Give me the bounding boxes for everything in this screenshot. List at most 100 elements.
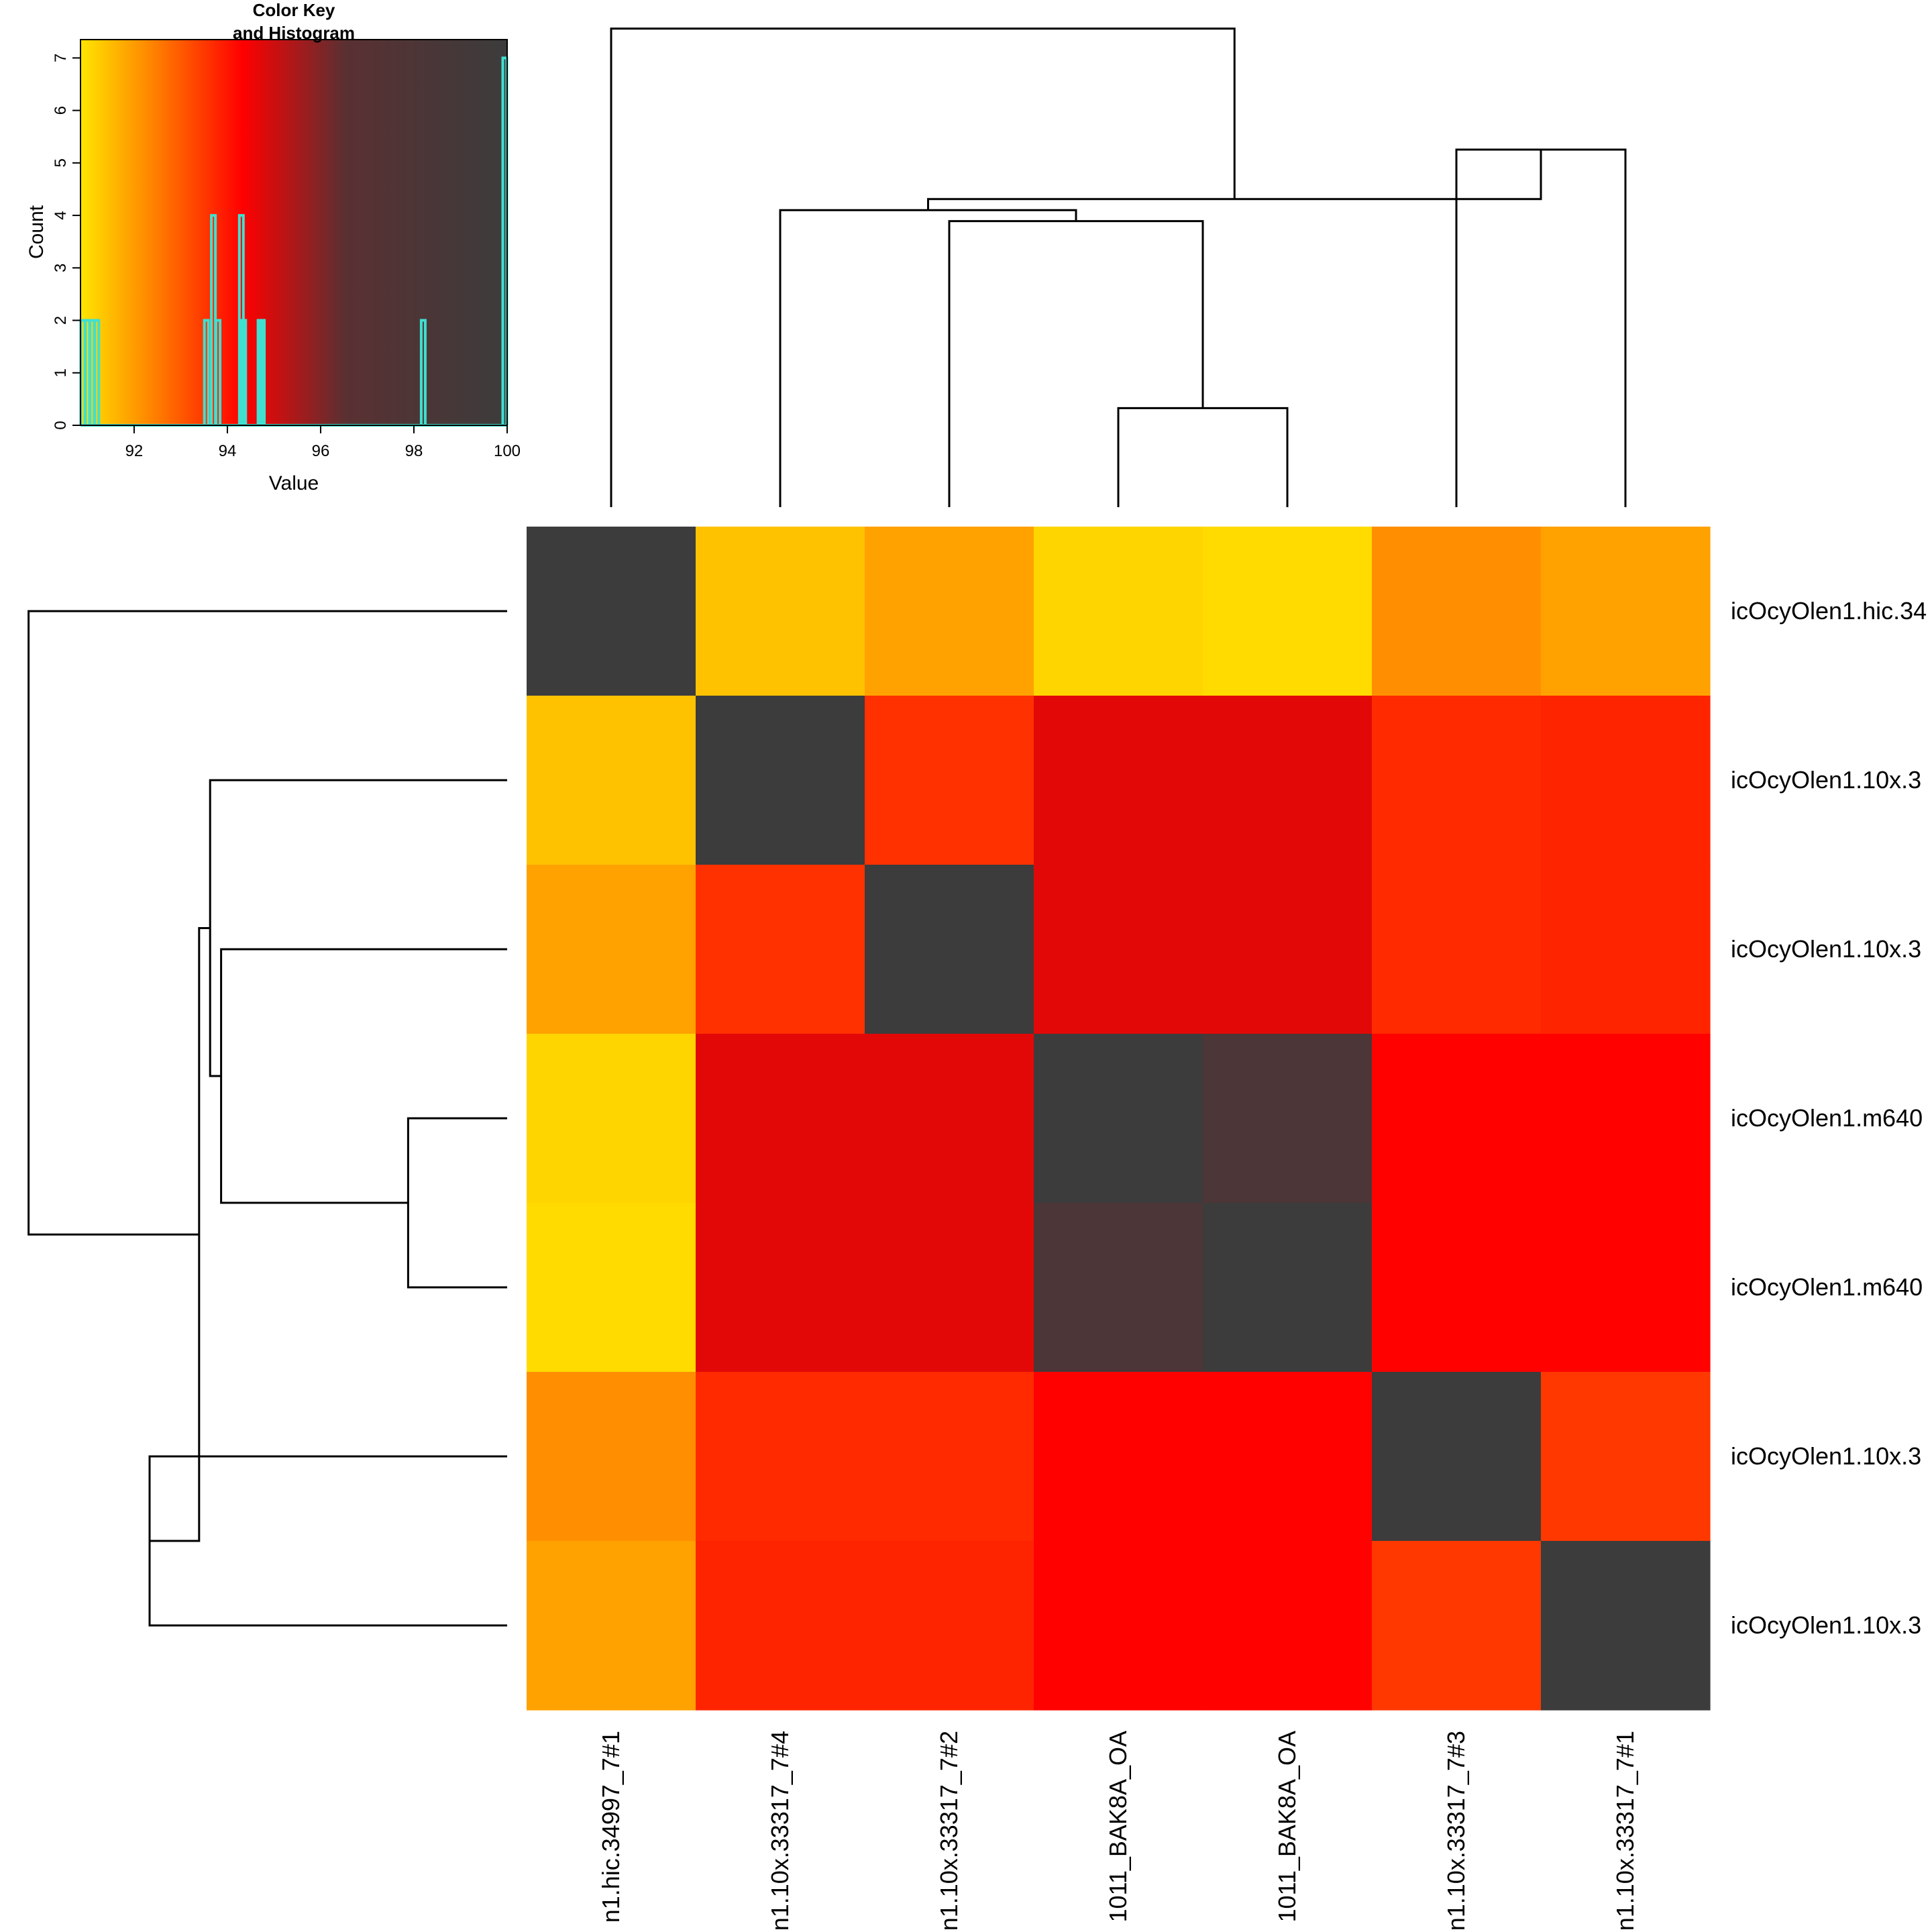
heatmap-cell: [865, 1541, 1034, 1711]
heatmap-cell: [865, 696, 1034, 865]
col-labels: n1.hic.34997_7#1 n1.10x.33317_7#4 n1.10x.3…: [597, 1731, 1639, 1931]
histogram-y-tick-label: 4: [52, 211, 70, 219]
row-labels: icOcyOlen1.hic.34 icOcyOlen1.10x.3 icOcyOl…: [1731, 597, 1927, 1639]
heatmap-cell: [1034, 527, 1203, 696]
histogram-y-tick-label: 3: [52, 264, 70, 272]
col-label: n1.10x.33317_7#3: [1442, 1731, 1470, 1931]
heatmap-cell: [527, 865, 696, 1034]
heatmap-cell: [527, 527, 696, 696]
heatmap-cell: [865, 1034, 1034, 1203]
heatmap-cell: [1203, 696, 1373, 865]
histogram-bar: [419, 319, 427, 425]
histogram-y-axis: 0 1 2 3 4 5 6 7: [52, 54, 80, 430]
histogram-bar: [203, 319, 210, 425]
row-label: icOcyOlen1.10x.3: [1731, 1611, 1921, 1639]
histogram-y-tick-label: 2: [52, 316, 70, 325]
histogram-bar: [215, 319, 222, 425]
heatmap-cell: [527, 696, 696, 865]
heatmap-cell: [1372, 1372, 1542, 1542]
color-key-title: Color Key: [253, 0, 335, 20]
heatmap-cell: [696, 527, 865, 696]
histogram-x-tick-label: 96: [312, 442, 330, 460]
heatmap-cell: [1203, 865, 1373, 1034]
heatmap-cell: [1034, 1203, 1203, 1373]
col-dendrogram-branch: [1117, 407, 1289, 507]
heatmap-cell: [1541, 1034, 1711, 1203]
row-label: icOcyOlen1.m640: [1731, 1104, 1923, 1132]
heatmap-cell: [1541, 865, 1711, 1034]
heatmap-cells: [527, 527, 1711, 1711]
row-dendrogram-branch: [209, 779, 507, 1077]
row-label: icOcyOlen1.10x.3: [1731, 935, 1921, 963]
histogram-x-axis: 92 94 96 98 100: [125, 425, 521, 460]
col-label: n1.10x.33317_7#4: [766, 1731, 794, 1931]
heatmap-cell: [1203, 1203, 1373, 1373]
histogram-bar: [259, 319, 266, 425]
col-dendrogram-branch: [779, 209, 1077, 507]
row-dendrogram: [28, 610, 507, 1627]
heatmap-cell: [1372, 1034, 1542, 1203]
histogram-x-label: Value: [269, 472, 319, 494]
col-dendrogram-branch: [948, 220, 1204, 507]
histogram-y-tick-label: 0: [52, 421, 70, 429]
heatmap-cell: [527, 1541, 696, 1711]
histogram-y-tick-label: 7: [52, 54, 70, 62]
color-key-subtitle: and Histogram: [233, 23, 355, 43]
heatmap-cell: [1541, 696, 1711, 865]
col-dendrogram: [610, 28, 1627, 507]
row-dendrogram-branch: [220, 948, 507, 1204]
heatmap-cell: [1372, 1203, 1542, 1373]
col-dendrogram-branch: [1455, 148, 1627, 507]
row-label: icOcyOlen1.10x.3: [1731, 766, 1921, 794]
heatmap-cell: [1372, 696, 1542, 865]
histogram-y-tick-label: 6: [52, 106, 70, 115]
heatmap-cell: [696, 865, 865, 1034]
color-key-histogram: Color Key and Histogram 92 94 96 98 100 0 1 2 3…: [25, 0, 521, 494]
heatmap-cell: [1541, 1372, 1711, 1542]
heatmap-cell: [1034, 1372, 1203, 1542]
heatmap-cell: [696, 696, 865, 865]
heatmap-cell: [527, 1372, 696, 1542]
heatmap-cell: [865, 527, 1034, 696]
histogram-bar: [93, 319, 101, 425]
heatmap-cell: [1541, 527, 1711, 696]
heatmap-cell: [1034, 1034, 1203, 1203]
color-key-frame: [80, 39, 508, 426]
col-label: 1011_BAK8A_OA: [1273, 1731, 1301, 1923]
histogram-x-tick-label: 100: [494, 442, 521, 460]
color-key-gradient-rect: [80, 40, 507, 425]
col-label: n1.hic.34997_7#1: [597, 1731, 625, 1923]
heatmap-cell: [527, 1034, 696, 1203]
heatmap-cell: [1034, 1541, 1203, 1711]
col-label: n1.10x.33317_7#1: [1611, 1731, 1639, 1931]
histogram-x-tick-label: 92: [125, 442, 144, 460]
histogram-y-label: Count: [25, 205, 48, 259]
col-label: 1011_BAK8A_OA: [1104, 1731, 1132, 1923]
histogram-y-tick-label: 1: [52, 368, 70, 377]
row-label: icOcyOlen1.hic.34: [1731, 597, 1927, 625]
heatmap-cell: [1372, 865, 1542, 1034]
heatmap-cell: [696, 1372, 865, 1542]
histogram-y-tick-label: 5: [52, 158, 70, 167]
histogram-bar: [240, 319, 248, 425]
heatmap-cell: [1203, 1541, 1373, 1711]
heatmap-cell: [1203, 1372, 1373, 1542]
row-label: icOcyOlen1.10x.3: [1731, 1442, 1921, 1470]
col-label: n1.10x.33317_7#2: [935, 1731, 963, 1931]
heatmap-cell: [865, 1372, 1034, 1542]
heatmap-cell: [1034, 865, 1203, 1034]
heatmap-cell: [1541, 1203, 1711, 1373]
heatmap-cell: [865, 1203, 1034, 1373]
heatmap-cell: [865, 865, 1034, 1034]
heatmap-cell: [696, 1034, 865, 1203]
heatmap-cell: [1372, 1541, 1542, 1711]
heatmap-cell: [1372, 527, 1542, 696]
row-dendrogram-branch: [148, 1455, 507, 1627]
histogram-x-tick-label: 94: [219, 442, 237, 460]
row-label: icOcyOlen1.m640: [1731, 1273, 1923, 1301]
col-dendrogram-branch: [610, 28, 1236, 507]
heatmap-cell: [696, 1203, 865, 1373]
row-dendrogram-branch: [28, 610, 507, 1236]
heatmap-cell: [1541, 1541, 1711, 1711]
